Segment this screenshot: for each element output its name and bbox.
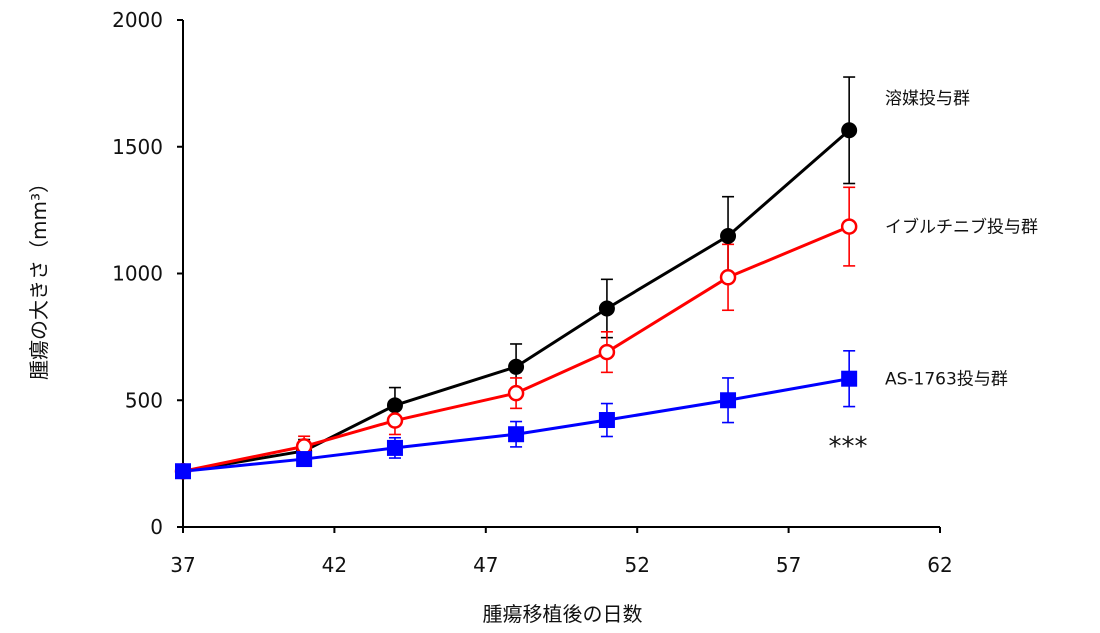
data-point-vehicle [386,397,403,414]
significance-annotation: *** [829,432,868,462]
data-point-as1763 [508,426,525,443]
data-point-ibrutinib [840,218,858,235]
y-axis-title: 腫瘍の大きさ（mm³） [27,173,51,380]
y-tick-label: 1500 [112,135,163,159]
data-point-ibrutinib [386,412,404,429]
series-label-vehicle: 溶媒投与群 [885,89,970,109]
data-point-vehicle [598,300,615,317]
y-tick-label: 0 [150,515,163,539]
series-line-vehicle [182,129,851,473]
x-tick-label: 62 [927,553,952,577]
x-tick-label: 47 [473,553,498,577]
data-point-vehicle [508,358,525,375]
axes: 0 500 1000 1500 2000 37 42 47 52 57 62 [112,8,953,577]
data-point-as1763 [841,370,858,387]
data-point-as1763 [720,392,737,409]
series-label-as1763: AS-1763投与群 [885,370,1008,390]
error-bars [177,76,856,476]
x-tick-label: 42 [322,553,347,577]
y-tick-label: 500 [125,388,163,412]
labels: 腫瘍移植後の日数 腫瘍の大きさ（mm³） 溶媒投与群 イブルチニブ投与群 AS-… [27,89,1038,626]
y-tick-label: 2000 [112,8,163,32]
y-tick-label: 1000 [112,262,163,286]
data-point-ibrutinib [598,343,616,361]
data-point-vehicle [720,227,737,244]
series-lines [182,129,851,473]
data-point-ibrutinib [719,269,737,286]
data-point-ibrutinib [507,384,525,402]
series-label-ibrutinib: イブルチニブ投与群 [885,217,1038,238]
series-markers [174,122,858,480]
x-tick-label: 57 [776,553,801,577]
data-point-vehicle [841,122,858,139]
data-point-as1763 [598,412,615,429]
data-point-as1763 [296,451,313,468]
data-point-as1763 [386,439,403,456]
x-tick-label: 37 [170,553,195,577]
data-point-as1763 [175,463,191,480]
x-tick-label: 52 [624,553,649,577]
x-axis-title: 腫瘍移植後の日数 [483,602,643,626]
